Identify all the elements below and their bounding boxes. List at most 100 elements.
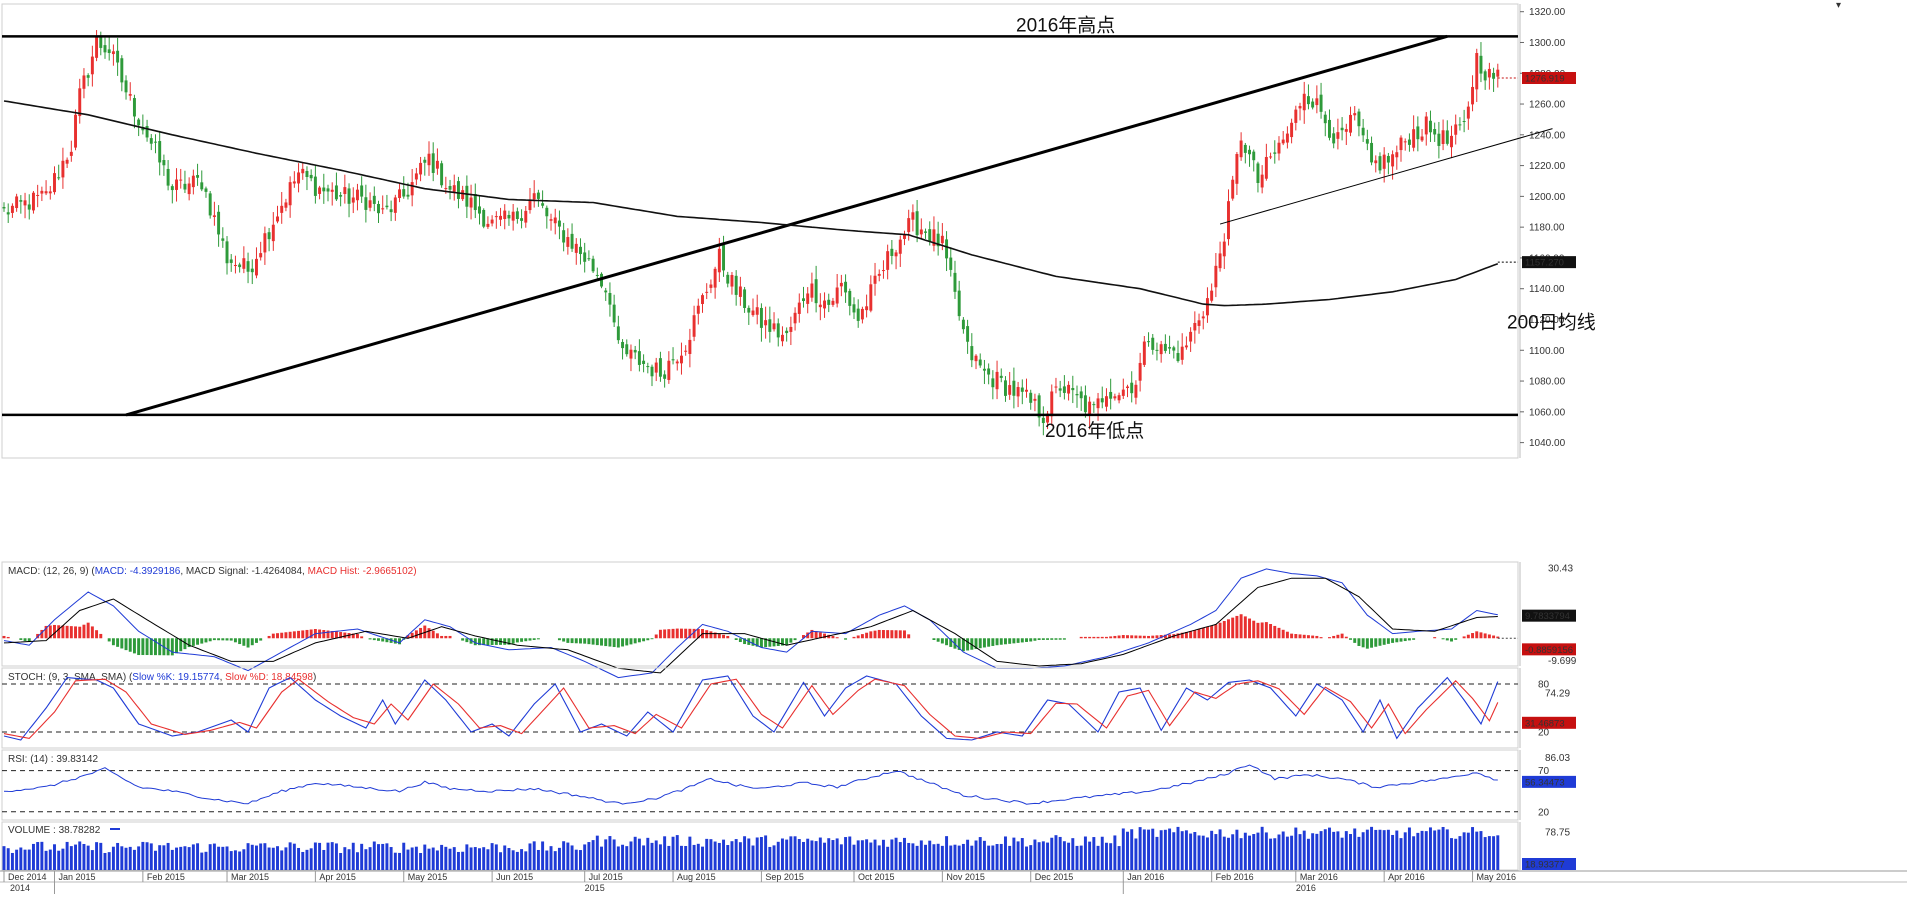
macd-hist-bar — [1315, 635, 1319, 639]
macd-hist-bar — [1319, 637, 1323, 639]
macd-hist-bar — [768, 638, 772, 647]
candle-body — [154, 141, 157, 143]
macd-hist-bar — [936, 638, 940, 642]
macd-hist-bar — [381, 638, 385, 642]
volume-bar — [1412, 836, 1416, 870]
macd-hist-bar — [785, 638, 789, 646]
volume-bar — [456, 851, 460, 870]
volume-bar — [229, 851, 233, 870]
macd-hist-bar — [616, 638, 620, 648]
candle-body — [309, 174, 313, 179]
volume-bar — [856, 840, 860, 870]
volume-bar — [759, 837, 763, 870]
macd-hist-bar — [385, 638, 389, 643]
candle-body — [1399, 137, 1403, 151]
volume-bar — [806, 838, 810, 870]
volume-bar — [541, 841, 545, 870]
volume-bar — [881, 839, 885, 870]
candle-body — [1378, 156, 1382, 171]
volume-bar — [427, 848, 431, 870]
candle-body — [1471, 86, 1475, 105]
year-label: 2016 — [1296, 883, 1316, 893]
candle-body — [1205, 298, 1209, 316]
volume-bar — [1420, 830, 1424, 870]
volume-bar — [2, 846, 6, 870]
macd-hist-bar — [1231, 617, 1235, 639]
volume-bar — [1104, 842, 1108, 870]
candle-body — [1130, 382, 1134, 394]
macd-hist-bar — [684, 628, 688, 639]
volume-bar — [827, 838, 831, 870]
volume-bar — [385, 843, 389, 870]
candle-body — [1121, 389, 1125, 396]
volume-bar — [1285, 836, 1289, 870]
candle-body — [616, 326, 620, 341]
candle-body — [1033, 398, 1037, 401]
macd-hist-bar — [65, 625, 69, 639]
candle-body — [949, 257, 953, 270]
volume-bar — [566, 842, 570, 870]
macd-hist-bar — [1395, 638, 1399, 643]
volume-bar — [928, 840, 932, 870]
volume-bar — [1205, 837, 1209, 870]
price-tick-label: 1320.00 — [1529, 7, 1566, 18]
candle-body — [650, 366, 654, 377]
volume-bar — [116, 842, 120, 870]
price-tick-label: 1260.00 — [1529, 100, 1566, 111]
volume-bar — [1227, 837, 1230, 870]
candle-body — [776, 323, 780, 338]
volume-bar — [242, 849, 246, 870]
volume-bar — [259, 843, 263, 870]
volume-bar — [499, 852, 503, 870]
macd-hist-bar — [406, 635, 410, 639]
volume-bar — [1155, 836, 1159, 870]
macd-hist-bar — [587, 638, 591, 645]
candle-body — [1403, 141, 1407, 143]
volume-bar — [1159, 830, 1163, 870]
macd-hist-bar — [111, 638, 115, 646]
macd-hist-bar — [1294, 634, 1298, 639]
candle-body — [978, 359, 982, 366]
volume-bar — [1428, 827, 1432, 870]
macd-hist-bar — [1290, 633, 1294, 639]
candle-body — [31, 192, 35, 211]
volume-bar — [658, 844, 662, 870]
macd-hist-bar — [1193, 630, 1197, 639]
volume-bar — [1264, 832, 1268, 870]
volume-bar — [1336, 831, 1340, 870]
candle-body — [536, 192, 540, 199]
volume-bar — [1374, 829, 1378, 870]
macd-hist-bar — [524, 638, 528, 642]
volume-bar — [1328, 827, 1331, 870]
candle-body — [1416, 126, 1420, 140]
macd-hist-bar — [1340, 633, 1344, 639]
volume-bar — [1012, 837, 1016, 870]
candle-body — [452, 185, 456, 192]
rsi-panel: RSI: (14) : 39.83142 86.03 70 20 56.34473 — [1, 749, 1576, 821]
volume-bar — [785, 839, 789, 870]
candle-body — [545, 207, 549, 217]
candle-body — [238, 264, 242, 268]
macd-hist-bar — [1210, 625, 1214, 639]
candle-body — [1323, 114, 1327, 124]
macd-hist-bar — [1407, 638, 1411, 641]
macd-hist-bar — [478, 638, 481, 646]
volume-bar — [932, 844, 936, 870]
volume-bar — [679, 845, 683, 870]
candle-body — [221, 238, 225, 241]
triangle-down-icon[interactable]: ▾ — [1835, 0, 1841, 11]
candle-body — [1306, 96, 1310, 105]
candle-body — [1420, 136, 1424, 141]
volume-bar — [865, 839, 869, 870]
macd-hist-bar — [166, 638, 170, 656]
candle-body — [1100, 398, 1104, 403]
volume-bar — [924, 844, 927, 870]
candle-body — [1126, 386, 1129, 389]
volume-bar — [722, 839, 726, 870]
volume-bar — [1487, 836, 1491, 870]
macd-hist-bar — [621, 638, 625, 647]
macd-hist-bar — [1243, 616, 1247, 639]
candle-body — [1277, 142, 1281, 154]
macd-hist-bar — [414, 630, 418, 639]
